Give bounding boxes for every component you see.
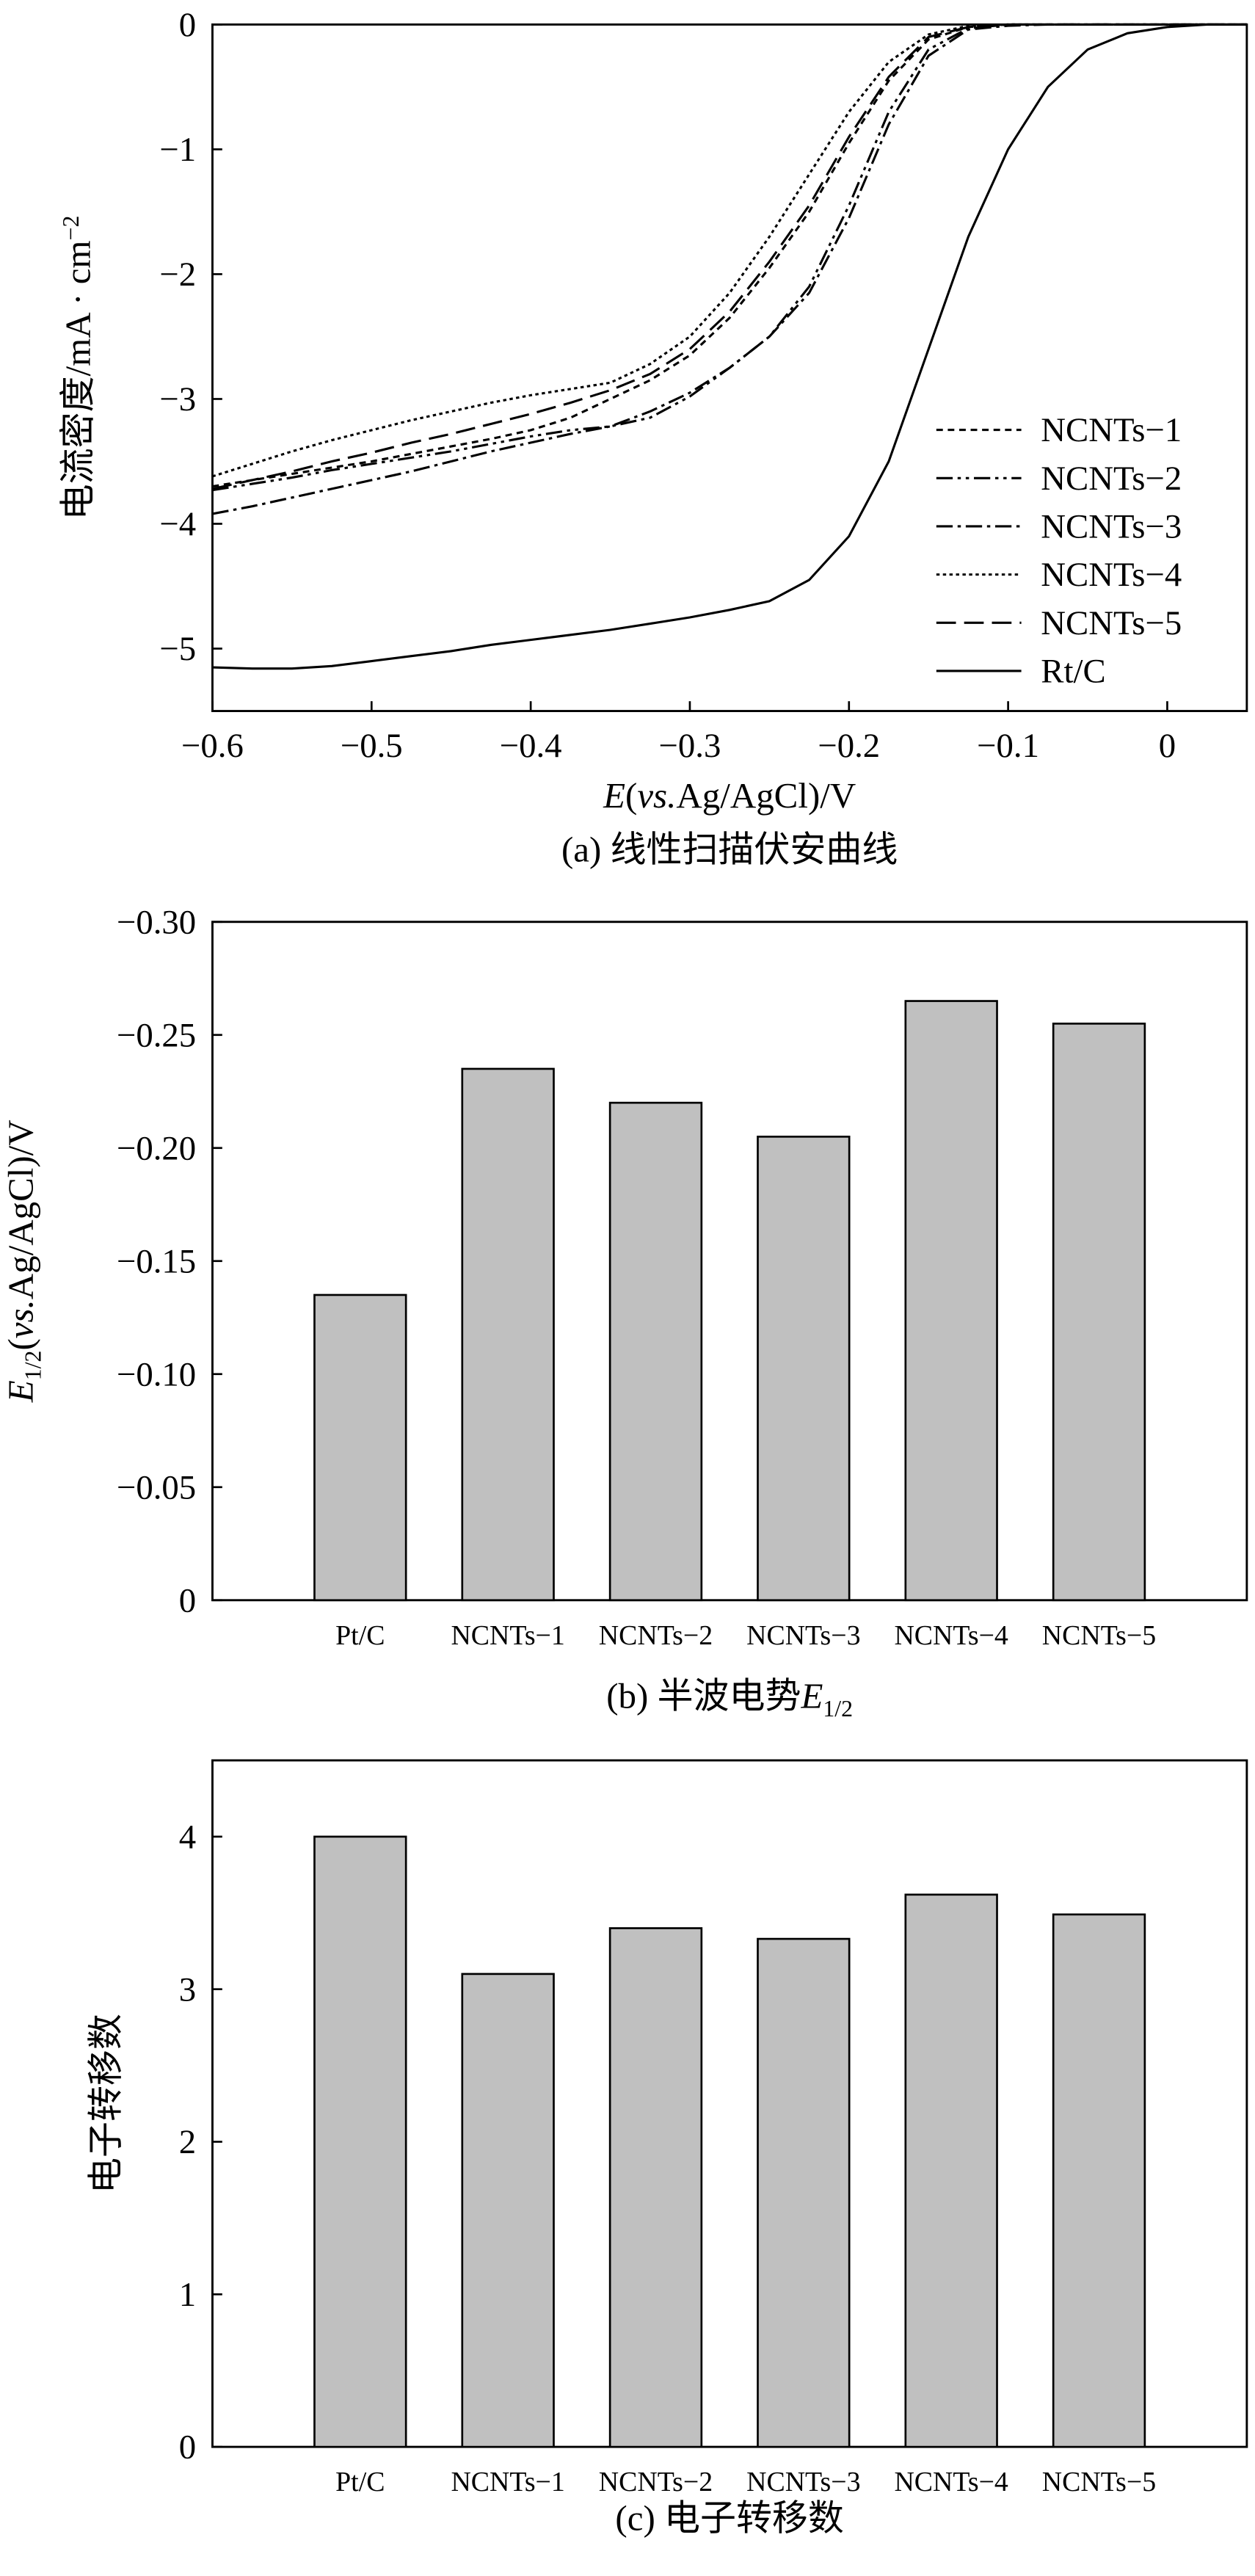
y-tick-label: 2	[179, 2123, 196, 2161]
line-series	[211, 23, 1247, 478]
x-tick-label: NCNTs−1	[451, 1620, 564, 1651]
x-tick-label: −0.2	[818, 727, 880, 765]
y-axis-label-part: (	[1, 1338, 41, 1350]
bar	[313, 1835, 407, 2448]
chart-title-part: (b) 半波电势	[606, 1676, 801, 1716]
x-tick-label: NCNTs−2	[599, 1620, 713, 1651]
y-tick-label: −1	[159, 131, 196, 169]
y-tick-label: −0.15	[117, 1242, 196, 1280]
x-tick-label: NCNTs−3	[746, 2467, 860, 2497]
y-axis-label-part: 电流密度/mA · cm	[57, 240, 98, 520]
x-tick-label: −0.1	[977, 727, 1039, 765]
chart-title: (b) 半波电势E1/2	[606, 1676, 853, 1721]
x-axis-label-part: (	[625, 775, 637, 816]
y-axis-label-part: vs.	[1, 1299, 41, 1338]
x-tick-label: −0.6	[181, 727, 244, 765]
y-axis-label: 电流密度/mA · cm−2	[57, 216, 98, 520]
plot-frame	[211, 23, 1248, 712]
chart-title: (a) 线性扫描伏安曲线	[561, 829, 898, 869]
y-tick-label: 0	[179, 1581, 196, 1619]
legend-label: Rt/C	[1041, 653, 1105, 691]
y-tick-label: 0	[179, 2428, 196, 2467]
bar	[757, 1937, 851, 2448]
y-axis-label-part: −2	[58, 216, 84, 241]
y-axis-label-part: 电子转移数	[85, 2014, 126, 2194]
x-tick-label: −0.5	[341, 727, 403, 765]
y-axis-label-part: 1/2	[21, 1351, 46, 1381]
y-tick-label: −3	[159, 380, 196, 418]
chart-title-part: E	[800, 1676, 823, 1716]
y-tick-label: −0.30	[117, 903, 196, 941]
y-axis-label: 电子转移数	[85, 2014, 126, 2194]
y-tick-label: −0.05	[117, 1468, 196, 1506]
y-tick-label: 3	[179, 1970, 196, 2009]
chart-title-part: 1/2	[823, 1696, 853, 1721]
legend-label: NCNTs−1	[1041, 411, 1182, 449]
chart-title: (c) 电子转移数	[615, 2498, 843, 2539]
legend-label: NCNTs−3	[1041, 508, 1182, 546]
x-tick-label: NCNTs−2	[599, 2467, 713, 2497]
y-tick-label: −0.10	[117, 1355, 196, 1393]
x-tick-label: 0	[1159, 727, 1176, 765]
bar	[461, 1973, 555, 2448]
x-tick-label: NCNTs−1	[451, 2467, 564, 2497]
y-tick-label: 4	[179, 1818, 196, 1856]
y-tick-label: −5	[159, 630, 196, 668]
bar	[904, 1000, 998, 1602]
bar	[1052, 1913, 1146, 2448]
x-axis-label: E(vs.Ag/AgCl)/V	[603, 775, 856, 816]
x-tick-label: NCNTs−5	[1042, 2467, 1156, 2497]
x-tick-label: NCNTs−4	[894, 1620, 1008, 1651]
y-axis-label-part: E	[1, 1380, 41, 1403]
x-tick-label: NCNTs−5	[1042, 1620, 1156, 1651]
x-tick-label: NCNTs−4	[894, 2467, 1008, 2497]
y-tick-label: 0	[179, 6, 196, 44]
bar	[461, 1067, 555, 1602]
x-axis-label-part: E	[603, 775, 625, 816]
legend-label: NCNTs−4	[1041, 556, 1182, 594]
plot-frame	[211, 1759, 1248, 2448]
y-axis-label: E1/2(vs.Ag/AgCl)/V	[1, 1120, 46, 1403]
x-tick-label: −0.4	[500, 727, 562, 765]
bar	[608, 1101, 703, 1602]
bar	[1052, 1023, 1146, 1602]
bar	[608, 1927, 703, 2448]
x-tick-label: Pt/C	[335, 1620, 385, 1651]
bar	[904, 1893, 998, 2448]
y-tick-label: −2	[159, 255, 196, 294]
x-tick-label: Pt/C	[335, 2467, 385, 2497]
y-tick-label: −0.25	[117, 1016, 196, 1054]
bar	[757, 1136, 851, 1602]
legend-label: NCNTs−2	[1041, 460, 1182, 498]
legend-label: NCNTs−5	[1041, 604, 1182, 642]
chart-title-part: (c) 电子转移数	[615, 2498, 843, 2539]
bar	[313, 1294, 407, 1602]
y-tick-label: 1	[179, 2276, 196, 2314]
y-tick-label: −0.20	[117, 1129, 196, 1167]
x-axis-label-part: Ag/AgCl)/V	[676, 775, 856, 816]
x-tick-label: −0.3	[659, 727, 721, 765]
y-axis-label-part: Ag/AgCl)/V	[1, 1120, 41, 1299]
x-tick-label: NCNTs−3	[746, 1620, 860, 1651]
line-series	[212, 23, 1247, 490]
y-tick-label: −4	[159, 505, 196, 543]
x-axis-label-part: vs.	[637, 775, 676, 816]
line-series	[212, 23, 1247, 670]
